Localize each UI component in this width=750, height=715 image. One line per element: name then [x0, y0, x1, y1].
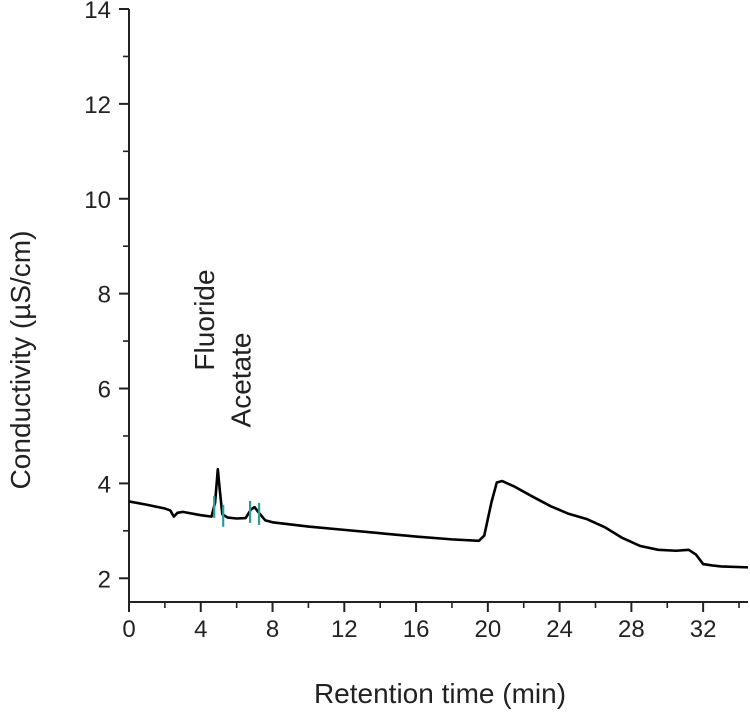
y-tick-label: 10: [84, 187, 111, 214]
x-tick-label: 28: [618, 616, 645, 643]
y-tick-label: 12: [84, 92, 111, 119]
x-tick-label: 24: [546, 616, 573, 643]
x-tick-label: 8: [266, 616, 279, 643]
x-tick-label: 20: [474, 616, 501, 643]
peak-label-fluoride: Fluoride: [189, 269, 220, 370]
y-tick-label: 4: [98, 471, 111, 498]
x-tick-label: 16: [403, 616, 430, 643]
peak-label-acetate: Acetate: [226, 333, 257, 428]
y-tick-label: 14: [84, 0, 111, 24]
x-tick-label: 4: [194, 616, 207, 643]
x-tick-label: 32: [690, 616, 717, 643]
y-tick-label: 8: [98, 282, 111, 309]
x-tick-label: 0: [122, 616, 135, 643]
peak-markers: [213, 495, 261, 527]
y-tick-label: 6: [98, 377, 111, 404]
y-axis-title: Conductivity (µS/cm): [5, 231, 36, 490]
x-tick-label: 12: [331, 616, 358, 643]
y-tick-label: 2: [98, 566, 111, 593]
axes: [128, 9, 748, 603]
series-line: [128, 467, 749, 569]
x-axis-title: Retention time (min): [314, 678, 566, 709]
